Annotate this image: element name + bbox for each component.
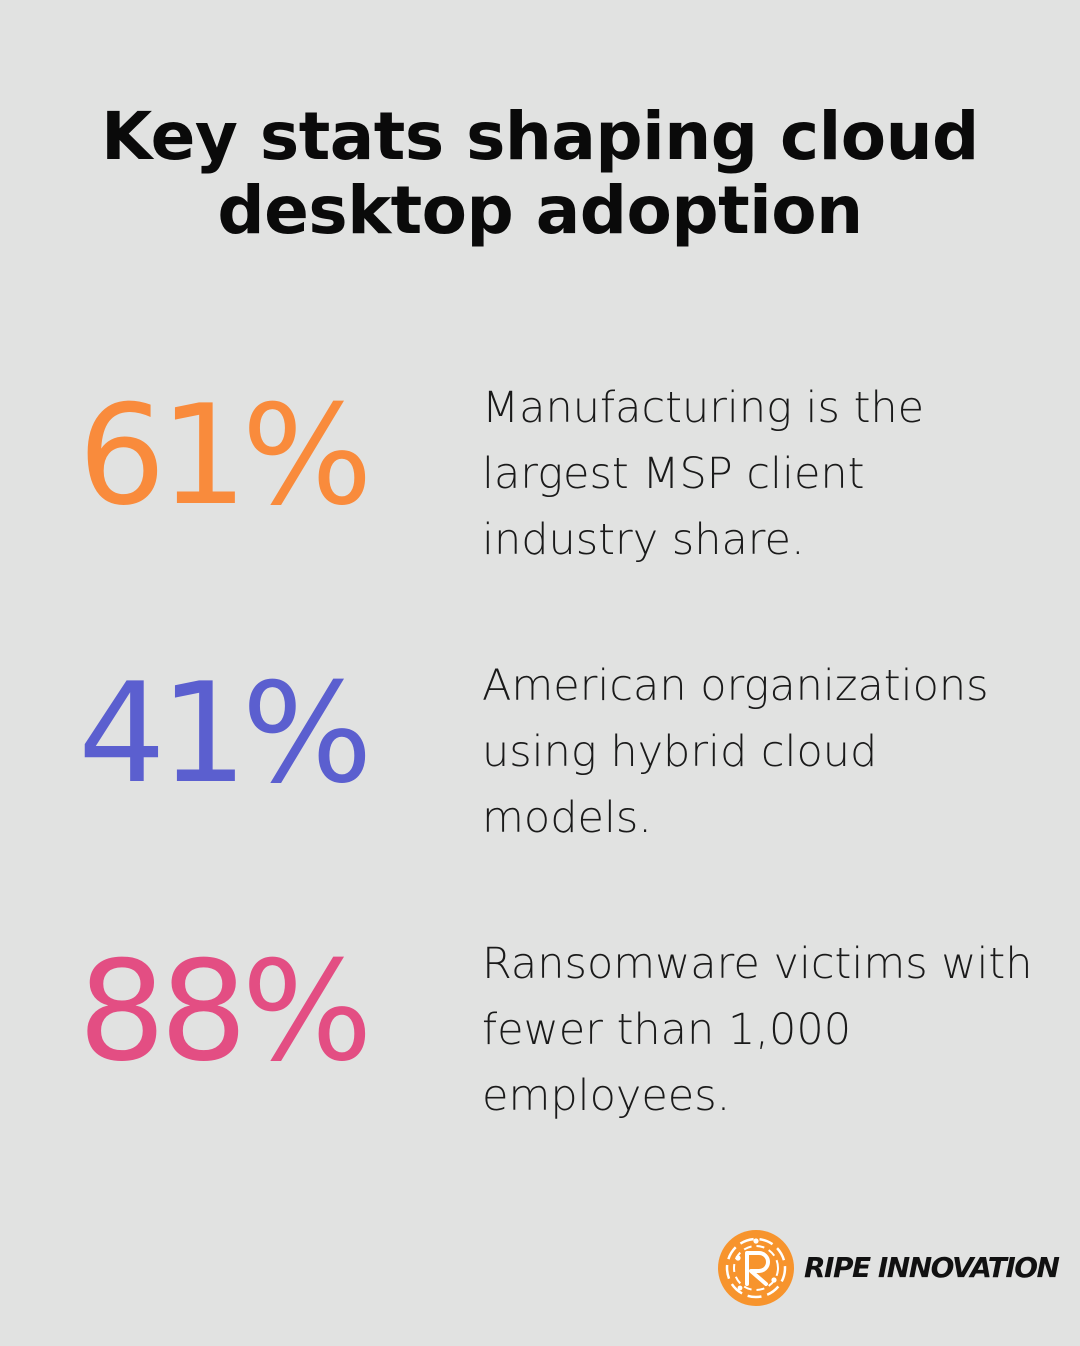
stat-value: 88% [78,931,373,1092]
stat-item-hybrid-cloud: 41% American organizations using hybrid … [0,653,1080,863]
ripe-r-circuit-icon [718,1230,794,1306]
stat-item-manufacturing: 61% Manufacturing is the largest MSP cli… [0,375,1080,585]
stat-value: 41% [78,653,373,814]
page-title-line-1: Key stats shaping cloud [101,98,979,175]
stat-description: Ransomware victims with fewer than 1,000… [482,939,1033,1121]
stat-description: Manufacturing is the largest MSP client … [482,383,925,565]
stat-value: 61% [78,375,373,536]
brand-logo: RIPE INNOVATION [716,1228,1060,1308]
page-title-line-2: desktop adoption [217,172,863,249]
brand-name: RIPE INNOVATION [804,1251,1060,1284]
stat-description: American organizations using hybrid clou… [482,661,989,843]
page-title: Key stats shaping cloud desktop adoption [60,100,1020,248]
stat-item-ransomware: 88% Ransomware victims with fewer than 1… [0,931,1080,1141]
